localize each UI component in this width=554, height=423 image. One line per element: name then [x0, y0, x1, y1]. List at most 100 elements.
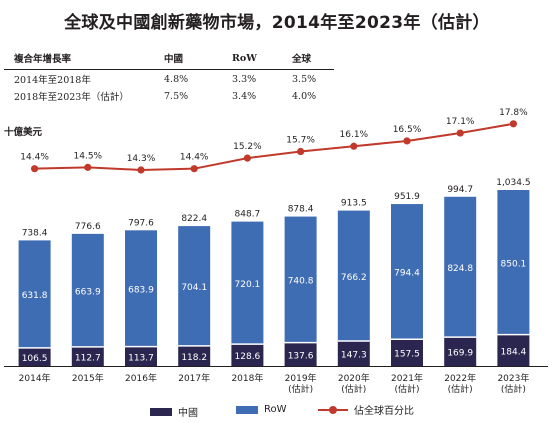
- legend-line-share: [318, 405, 348, 415]
- cagr-period: 2018年至2023年（估計）: [14, 92, 129, 103]
- x-tick-label: 2019年: [285, 372, 317, 384]
- bar-total-label: 878.4: [288, 205, 314, 215]
- x-tick-label: (估計): [448, 383, 473, 395]
- bar-row-segment: [337, 210, 370, 341]
- stacked-bar-chart: 631.8 106.5 738.4 2014年 663.9 112.7 776.6 2015年…: [4, 108, 548, 395]
- cagr-row: 2014年至2018年 4.8% 3.3% 3.5%: [4, 70, 334, 88]
- bar-row-segment: [497, 190, 530, 335]
- bar-row-value-label: 631.8: [22, 291, 48, 301]
- cagr-row-region: 3.3%: [232, 73, 257, 85]
- share-point: [30, 165, 39, 173]
- x-tick-label: 2017年: [178, 372, 210, 384]
- share-point-label: 17.8%: [499, 108, 528, 118]
- bar-china-segment: [337, 340, 370, 366]
- bar-total-label: 848.7: [235, 210, 261, 220]
- bar-row-value-label: 663.9: [75, 287, 101, 297]
- bar-china-value-label: 147.3: [341, 350, 367, 360]
- cagr-header-row: 複合年增長率 中國 RoW 全球: [4, 49, 334, 70]
- cagr-period: 2014年至2018年: [14, 75, 91, 86]
- bar-row-value-label: 766.2: [341, 273, 367, 283]
- legend-item-share: 佔全球百分比: [318, 402, 414, 417]
- share-line: [34, 122, 514, 172]
- legend-label-china: 中國: [178, 408, 198, 419]
- cagr-header-china: 中國: [164, 49, 232, 70]
- share-point: [84, 163, 92, 171]
- bar-row-value-label: 740.8: [288, 277, 314, 287]
- bar-row-value-label: 704.1: [181, 283, 207, 293]
- cagr-row-region: 3.4%: [232, 90, 257, 102]
- bar-china-segment: [125, 346, 157, 366]
- legend-item-row: RoW: [236, 404, 287, 415]
- cagr-china: 4.8%: [164, 73, 189, 85]
- cagr-row: 2018年至2023年（估計） 7.5% 3.4% 4.0%: [4, 87, 334, 104]
- bar-total-label: 776.6: [75, 222, 101, 232]
- bar-china-segment: [497, 334, 530, 366]
- chart-title: 全球及中國創新藥物市場，2014年至2023年（估計）: [64, 13, 490, 33]
- share-point: [297, 147, 305, 156]
- x-tick-label: 2021年: [391, 372, 423, 384]
- share-point-label: 15.2%: [233, 142, 262, 152]
- share-point: [509, 120, 517, 128]
- share-point: [243, 154, 251, 162]
- bar-row-segment: [444, 196, 477, 338]
- bar-row-segment: [284, 216, 317, 343]
- bar-china-value-label: 106.5: [22, 354, 48, 364]
- bar-china-value-label: 137.6: [288, 351, 314, 361]
- share-point: [456, 129, 464, 137]
- bar-total-label: 913.5: [341, 199, 367, 209]
- cagr-header-row-region: RoW: [232, 49, 292, 70]
- cagr-china: 7.5%: [164, 90, 189, 102]
- bar-china-segment: [178, 345, 211, 366]
- share-point-label: 14.4%: [180, 153, 209, 163]
- share-point: [403, 137, 411, 145]
- cagr-header-label: 複合年增長率: [4, 49, 164, 70]
- bar-row-segment: [71, 233, 104, 347]
- bar-china-value-label: 112.7: [75, 353, 101, 363]
- legend-label-share: 佔全球百分比: [354, 406, 414, 417]
- bar-row-value-label: 824.8: [447, 264, 473, 274]
- bar-row-value-label: 720.1: [235, 280, 261, 290]
- bar-total-label: 822.4: [181, 214, 207, 224]
- bar-row-value-label: 683.9: [128, 285, 154, 295]
- x-tick-label: (估計): [288, 383, 313, 395]
- bar-row-segment: [231, 221, 264, 345]
- bar-china-value-label: 184.4: [501, 347, 527, 357]
- share-point-label: 16.5%: [393, 125, 422, 135]
- x-tick-label: (估計): [394, 383, 419, 395]
- bar-china-segment: [284, 342, 317, 366]
- share-point-label: 17.1%: [446, 117, 475, 127]
- bar-china-segment: [231, 344, 264, 366]
- share-point: [350, 142, 358, 150]
- x-tick-label: 2018年: [231, 372, 263, 384]
- share-point-label: 14.4%: [20, 153, 49, 163]
- cagr-table: 複合年增長率 中國 RoW 全球 2014年至2018年 4.8% 3.3% 3…: [4, 49, 334, 104]
- bar-row-segment: [18, 240, 51, 348]
- share-point: [190, 165, 198, 173]
- bar-total-label: 994.7: [447, 185, 473, 195]
- bar-china-value-label: 113.7: [128, 353, 154, 363]
- x-tick-label: (估計): [501, 383, 526, 395]
- bar-row-segment: [391, 204, 423, 340]
- x-tick-label: 2023年: [497, 372, 529, 384]
- share-point-label: 15.7%: [286, 136, 315, 146]
- bar-china-value-label: 128.6: [235, 352, 261, 362]
- bar-china-value-label: 118.2: [181, 353, 207, 363]
- bar-total-label: 1,034.5: [496, 178, 530, 188]
- chart-legend: 中國 RoW 佔全球百分比: [0, 402, 554, 419]
- x-tick-label: (估計): [341, 383, 366, 395]
- cagr-global: 4.0%: [292, 90, 317, 102]
- legend-label-row: RoW: [264, 404, 287, 415]
- x-tick-label: 2016年: [125, 372, 157, 384]
- x-tick-label: 2015年: [72, 372, 104, 384]
- cagr-global: 3.5%: [292, 73, 317, 85]
- share-point-label: 16.1%: [340, 130, 369, 140]
- legend-item-china: 中國: [150, 404, 198, 419]
- legend-swatch-china: [150, 407, 172, 416]
- bar-row-value-label: 794.4: [394, 269, 420, 279]
- bar-china-segment: [391, 339, 423, 366]
- bar-total-label: 951.9: [394, 192, 420, 202]
- bar-total-label: 797.6: [128, 218, 154, 228]
- bar-china-segment: [444, 337, 477, 366]
- x-tick-label: 2014年: [19, 372, 51, 384]
- share-point: [137, 166, 145, 174]
